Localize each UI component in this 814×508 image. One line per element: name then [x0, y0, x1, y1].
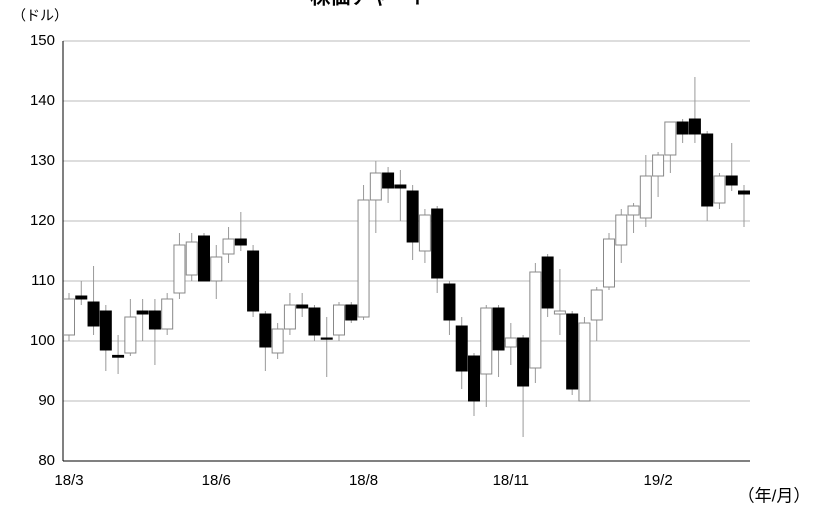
candle-body: [394, 184, 407, 189]
candle-body: [345, 304, 358, 321]
candle-body: [161, 298, 174, 330]
x-tick-label: 18/11: [493, 472, 529, 489]
candle-body: [615, 214, 628, 246]
candle-body: [664, 121, 677, 156]
candle-body: [185, 241, 198, 276]
candle-body: [676, 121, 689, 135]
candle-body: [578, 322, 591, 402]
y-tick-label: 90: [38, 392, 55, 409]
candle-body: [627, 205, 640, 216]
x-tick-label: 18/3: [54, 472, 83, 489]
candle-body: [468, 355, 480, 402]
candle-body: [529, 271, 542, 369]
candle-body: [701, 133, 714, 207]
candle-body: [210, 256, 223, 282]
candle-body: [480, 307, 493, 375]
candle-body: [738, 190, 750, 195]
candle-body: [112, 354, 125, 358]
candle-body: [173, 244, 186, 294]
y-tick-label: 150: [30, 32, 55, 49]
x-tick-label: 18/8: [349, 472, 378, 489]
candle-body: [492, 307, 505, 351]
candle-body: [504, 337, 517, 348]
y-tick-label: 100: [30, 332, 55, 349]
chart-title: 株価チャート: [310, 0, 430, 8]
candle-body: [590, 289, 603, 321]
candle-body: [553, 310, 566, 315]
candle-body: [234, 238, 247, 246]
candle-body: [455, 325, 468, 372]
candle-body: [247, 250, 260, 312]
candle-body: [639, 175, 652, 219]
candle-body: [99, 310, 112, 351]
candle-body: [222, 238, 235, 255]
candle-body: [296, 304, 309, 309]
y-tick-label: 130: [30, 152, 55, 169]
candle-body: [87, 301, 100, 327]
y-tick-label: 120: [30, 212, 55, 229]
candle-body: [382, 172, 395, 189]
candle-body: [603, 238, 615, 288]
candle-body: [541, 256, 554, 309]
candle-body: [418, 214, 431, 252]
candle-body: [75, 295, 88, 300]
y-axis-label: （ドル）: [12, 8, 68, 24]
candle-body: [369, 172, 382, 201]
candle-body: [725, 175, 738, 186]
candle-body: [136, 310, 149, 315]
candle-body: [63, 298, 75, 336]
candle-body: [124, 316, 137, 354]
candle-body: [283, 304, 296, 330]
x-tick-label: 19/2: [643, 472, 672, 489]
candle-body: [198, 235, 210, 282]
candle-body: [517, 337, 530, 387]
y-tick-label: 110: [31, 272, 55, 289]
candle-body: [259, 313, 272, 348]
candle-body: [713, 175, 726, 204]
candle-body: [652, 154, 665, 177]
candle-body: [443, 283, 456, 321]
candle-body: [271, 328, 284, 354]
candle-body: [148, 310, 161, 330]
candle-body: [357, 199, 370, 318]
x-axis-label: （年/月）: [738, 486, 811, 505]
candle-body: [431, 208, 444, 279]
candle-body: [566, 313, 579, 390]
candle-body: [333, 304, 345, 336]
y-tick-label: 140: [30, 92, 55, 109]
candle-body: [406, 190, 419, 243]
candle-body: [688, 118, 701, 135]
x-tick-label: 18/6: [202, 472, 231, 489]
candle-body: [308, 307, 321, 336]
y-tick-label: 80: [38, 452, 55, 469]
candle-body: [320, 337, 333, 340]
